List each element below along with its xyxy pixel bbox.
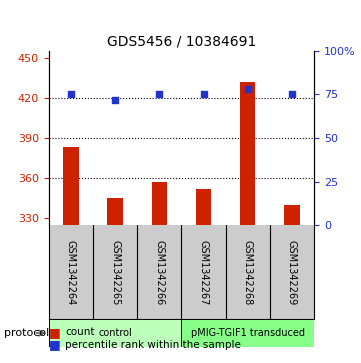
Bar xyxy=(181,319,314,347)
Point xyxy=(68,91,74,97)
Text: GSM1342268: GSM1342268 xyxy=(243,240,253,305)
Text: GSM1342266: GSM1342266 xyxy=(154,240,164,305)
Text: ■: ■ xyxy=(49,326,61,339)
Bar xyxy=(240,82,256,225)
Text: protocol: protocol xyxy=(4,328,49,338)
Text: control: control xyxy=(98,328,132,338)
Text: count: count xyxy=(65,327,95,337)
Text: percentile rank within the sample: percentile rank within the sample xyxy=(65,340,241,350)
Point xyxy=(289,91,295,97)
Text: GSM1342267: GSM1342267 xyxy=(199,240,209,305)
Point xyxy=(156,91,162,97)
Bar xyxy=(107,198,123,225)
Text: ■: ■ xyxy=(49,338,61,351)
Bar xyxy=(63,147,79,225)
Text: GSM1342269: GSM1342269 xyxy=(287,240,297,305)
Title: GDS5456 / 10384691: GDS5456 / 10384691 xyxy=(107,34,256,48)
Bar xyxy=(152,182,167,225)
Text: GSM1342264: GSM1342264 xyxy=(66,240,76,305)
Bar xyxy=(196,189,211,225)
Text: pMIG-TGIF1 transduced: pMIG-TGIF1 transduced xyxy=(191,328,305,338)
Point xyxy=(112,97,118,102)
Point xyxy=(201,91,206,97)
Point xyxy=(245,86,251,92)
Bar xyxy=(49,319,181,347)
Bar xyxy=(284,205,300,225)
Text: GSM1342265: GSM1342265 xyxy=(110,240,120,305)
